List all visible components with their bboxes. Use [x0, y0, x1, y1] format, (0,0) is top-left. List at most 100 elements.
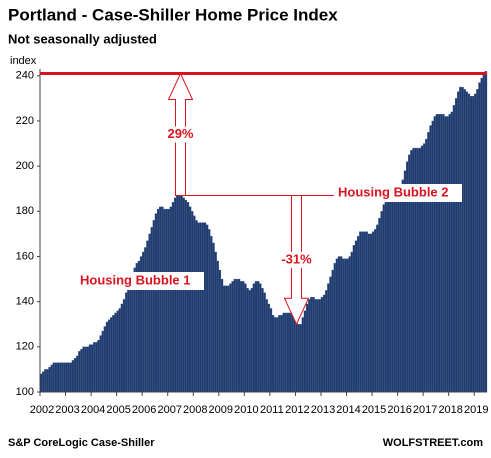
bar [124, 292, 128, 393]
bar [203, 222, 207, 393]
x-tick-label: 2019 [464, 404, 488, 416]
bar [352, 245, 356, 393]
x-tick-label: 2010 [234, 404, 258, 416]
x-tick-label: 2005 [106, 404, 130, 416]
bar [56, 362, 60, 393]
bar [457, 91, 460, 393]
y-tick-label: 240 [16, 70, 34, 82]
chart-title: Portland - Case-Shiller Home Price Index [8, 5, 338, 24]
bar [71, 360, 75, 393]
note-bg [76, 272, 204, 290]
bar [333, 263, 337, 393]
bar [401, 179, 405, 393]
bar [316, 299, 319, 393]
bar [461, 86, 464, 393]
x-tick-label: 2015 [362, 404, 386, 416]
bar [263, 292, 266, 393]
bar [367, 233, 371, 393]
bar [99, 335, 102, 393]
bar [237, 278, 241, 393]
bar [122, 299, 126, 393]
bar [359, 231, 362, 393]
bar [67, 362, 70, 393]
bar [297, 324, 300, 393]
bar [395, 195, 398, 393]
bar [101, 330, 105, 393]
bar [148, 233, 151, 393]
bar [46, 369, 49, 393]
bar [478, 82, 481, 393]
bar [239, 281, 243, 393]
bar [248, 290, 251, 393]
bar [150, 226, 153, 393]
bar [154, 213, 158, 393]
bar [41, 371, 45, 393]
bar [103, 326, 107, 393]
bar [454, 98, 458, 393]
bar [329, 276, 332, 393]
bar [184, 199, 188, 393]
x-tick-label: 2012 [285, 404, 309, 416]
bar [156, 208, 160, 393]
bar [169, 206, 173, 393]
bar [276, 317, 279, 393]
bar [482, 73, 486, 393]
bar [129, 278, 132, 393]
bar [320, 296, 324, 393]
bar [420, 145, 424, 393]
bar [231, 281, 234, 393]
bar [425, 138, 428, 393]
bar [380, 211, 383, 393]
y-tick-label: 160 [16, 250, 34, 262]
bar [110, 317, 113, 393]
bar [222, 285, 226, 393]
bar [293, 317, 296, 393]
y-tick-label: 100 [16, 386, 34, 398]
bar [144, 247, 147, 393]
bar [63, 362, 66, 393]
x-tick-label: 2004 [81, 404, 105, 416]
bar [301, 317, 305, 393]
bar [178, 195, 181, 393]
bar [176, 195, 179, 393]
bar [242, 281, 245, 393]
note-bg [334, 184, 462, 202]
bar [267, 303, 271, 393]
bar [95, 342, 98, 393]
x-tick-label: 2002 [30, 404, 54, 416]
bar [474, 93, 477, 393]
bar [127, 285, 130, 393]
bar [180, 195, 183, 393]
bar [346, 258, 349, 393]
bar [86, 346, 90, 393]
y-tick-label: 200 [16, 160, 34, 172]
bar [44, 369, 47, 393]
bar [188, 206, 192, 393]
bar [442, 114, 445, 393]
bar [325, 290, 328, 393]
bar [295, 321, 298, 393]
bar [225, 285, 228, 393]
bar [88, 344, 92, 393]
bar [273, 317, 277, 393]
bar [131, 272, 134, 393]
bar [195, 220, 198, 393]
bar [208, 229, 211, 393]
bar [82, 346, 85, 393]
bar [403, 170, 407, 393]
bar [78, 351, 81, 393]
bar [282, 312, 285, 393]
bar [116, 310, 119, 393]
credit: WOLFSTREET.com [383, 437, 483, 449]
bar [365, 231, 368, 393]
bar [308, 299, 311, 393]
bar [50, 364, 53, 393]
bar [376, 224, 379, 393]
bar [314, 299, 317, 393]
bar [322, 294, 326, 393]
bar [463, 89, 466, 393]
bar [271, 315, 275, 393]
bar [429, 125, 432, 393]
bar [435, 114, 439, 393]
